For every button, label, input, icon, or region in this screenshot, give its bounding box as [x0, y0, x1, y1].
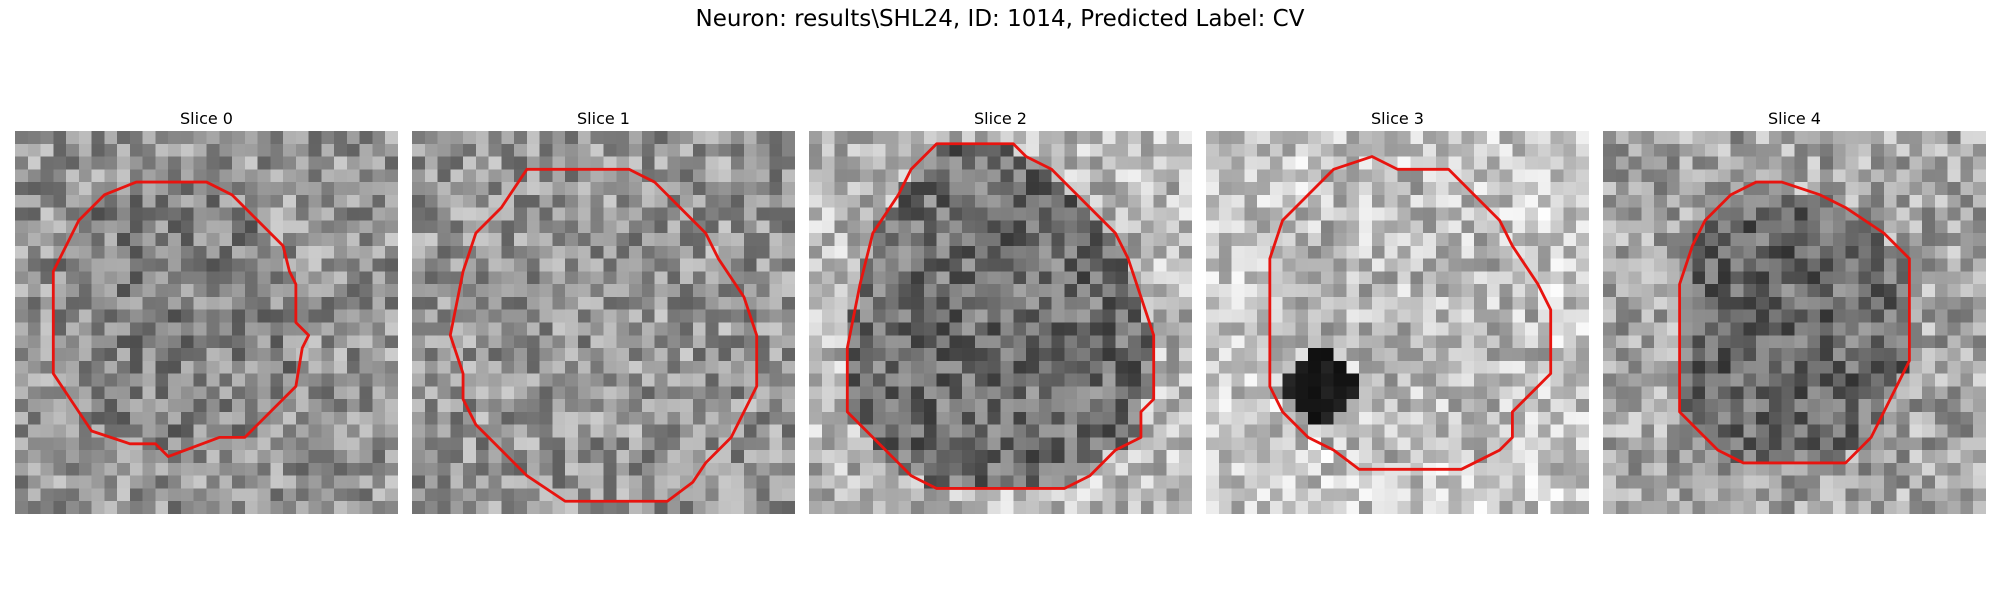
slice-panel-4: Slice 4 — [1603, 107, 1986, 514]
slice-image-0 — [15, 131, 398, 514]
slice-title: Slice 3 — [1206, 107, 1589, 131]
slice-title: Slice 1 — [412, 107, 795, 131]
slice-panel-3: Slice 3 — [1206, 107, 1589, 514]
slice-title: Slice 2 — [809, 107, 1192, 131]
slice-panel-0: Slice 0 — [15, 107, 398, 514]
slice-image-1 — [412, 131, 795, 514]
slice-image-4 — [1603, 131, 1986, 514]
slice-panel-2: Slice 2 — [809, 107, 1192, 514]
slice-panel-1: Slice 1 — [412, 107, 795, 514]
slice-title: Slice 0 — [15, 107, 398, 131]
figure-title: Neuron: results\SHL24, ID: 1014, Predict… — [0, 6, 2000, 32]
slice-image-3 — [1206, 131, 1589, 514]
slice-title: Slice 4 — [1603, 107, 1986, 131]
slice-image-2 — [809, 131, 1192, 514]
